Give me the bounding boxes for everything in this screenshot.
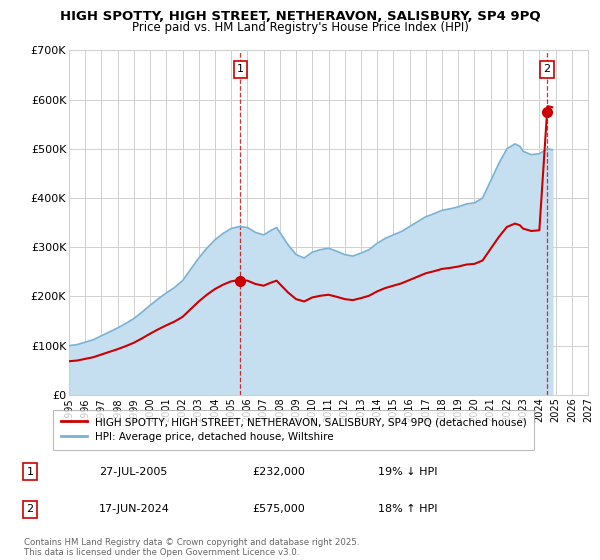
Legend: HIGH SPOTTY, HIGH STREET, NETHERAVON, SALISBURY, SP4 9PQ (detached house), HPI: : HIGH SPOTTY, HIGH STREET, NETHERAVON, SA… [53, 410, 534, 450]
Text: 2: 2 [543, 64, 550, 74]
Text: 2: 2 [26, 505, 34, 514]
Text: 27-JUL-2005: 27-JUL-2005 [99, 466, 167, 477]
Text: 1: 1 [26, 466, 34, 477]
Text: £232,000: £232,000 [252, 466, 305, 477]
Text: £575,000: £575,000 [252, 505, 305, 514]
Text: HIGH SPOTTY, HIGH STREET, NETHERAVON, SALISBURY, SP4 9PQ: HIGH SPOTTY, HIGH STREET, NETHERAVON, SA… [59, 10, 541, 23]
Text: Price paid vs. HM Land Registry's House Price Index (HPI): Price paid vs. HM Land Registry's House … [131, 21, 469, 34]
Text: 17-JUN-2024: 17-JUN-2024 [99, 505, 170, 514]
Text: Contains HM Land Registry data © Crown copyright and database right 2025.
This d: Contains HM Land Registry data © Crown c… [24, 538, 359, 557]
Text: 19% ↓ HPI: 19% ↓ HPI [378, 466, 437, 477]
Text: 18% ↑ HPI: 18% ↑ HPI [378, 505, 437, 514]
Text: 1: 1 [237, 64, 244, 74]
